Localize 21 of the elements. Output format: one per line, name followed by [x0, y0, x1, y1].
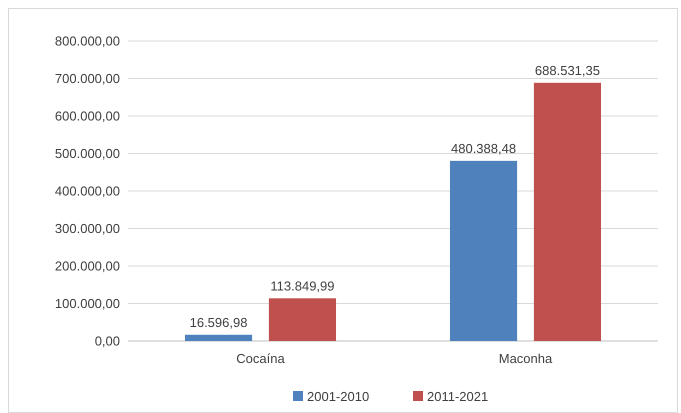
bar [268, 298, 336, 341]
y-tick-label: 500.000,00 [54, 146, 120, 162]
data-label: 16.596,98 [190, 314, 248, 330]
y-tick-label: 400.000,00 [54, 184, 120, 199]
data-label: 480.388,48 [451, 140, 516, 156]
data-label: 688.531,35 [534, 62, 600, 78]
y-tick-label: 200.000,00 [54, 258, 120, 274]
legend-label: 2011-2021 [427, 389, 488, 404]
x-tick-label: Maconha [498, 351, 554, 366]
bar [534, 82, 602, 341]
y-tick-label: 100.000,00 [54, 296, 120, 312]
y-tick-label: 300.000,00 [54, 221, 120, 236]
x-tick-label: Cocaína [236, 351, 286, 366]
bar [184, 334, 252, 341]
bar [450, 160, 518, 341]
data-label: 113.849,99 [270, 278, 335, 294]
y-tick-label: 0,00 [94, 334, 120, 349]
y-tick-label: 600.000,00 [54, 108, 120, 124]
y-tick-label: 700.000,00 [54, 71, 120, 86]
y-tick-label: 800.000,00 [54, 34, 120, 49]
legend-label: 2001-2010 [307, 389, 370, 404]
